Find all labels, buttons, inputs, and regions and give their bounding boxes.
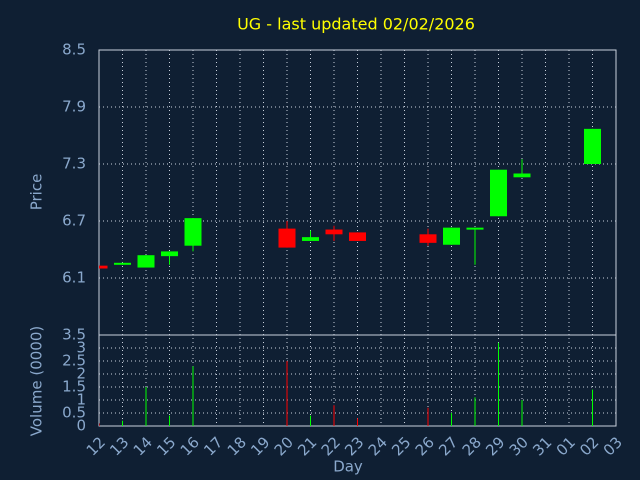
y-tick-label: 7.9 bbox=[62, 98, 86, 116]
volume-tick-label: 1.5 bbox=[62, 378, 86, 396]
y-tick-label: 8.5 bbox=[62, 41, 86, 59]
candle-body bbox=[349, 232, 366, 241]
candle-body bbox=[584, 128, 601, 164]
candle-body bbox=[161, 251, 178, 257]
candle-body bbox=[184, 218, 202, 246]
candle-body bbox=[302, 237, 319, 241]
candle-body bbox=[490, 169, 507, 217]
candle-body bbox=[99, 265, 108, 269]
candle-body bbox=[114, 262, 131, 265]
volume-axis-label: Volume (0000) bbox=[28, 326, 46, 436]
candle-body bbox=[278, 228, 296, 248]
x-axis-label: Day bbox=[333, 458, 363, 476]
candle-body bbox=[419, 234, 437, 243]
volume-tick-label: 0 bbox=[76, 417, 86, 435]
volume-tick-label: 1 bbox=[76, 391, 86, 409]
candle-body bbox=[137, 255, 155, 268]
volume-tick-label: 3.5 bbox=[62, 326, 86, 344]
plot-area bbox=[99, 128, 601, 426]
candle-body bbox=[443, 227, 460, 245]
candle-body bbox=[513, 173, 531, 178]
y-tick-label: 7.3 bbox=[62, 155, 86, 173]
candle-body bbox=[466, 227, 484, 230]
y-axis-label: Price bbox=[28, 174, 46, 211]
volume-tick-label: 0.5 bbox=[62, 404, 86, 422]
y-tick-label: 6.7 bbox=[62, 212, 86, 230]
volume-tick-label: 3 bbox=[76, 339, 86, 357]
volume-tick-label: 2.5 bbox=[62, 352, 86, 370]
y-tick-label: 6.1 bbox=[62, 269, 86, 287]
chart-title: UG - last updated 02/02/2026 bbox=[237, 15, 475, 34]
volume-tick-label: 2 bbox=[76, 365, 86, 383]
candle-body bbox=[325, 229, 343, 235]
